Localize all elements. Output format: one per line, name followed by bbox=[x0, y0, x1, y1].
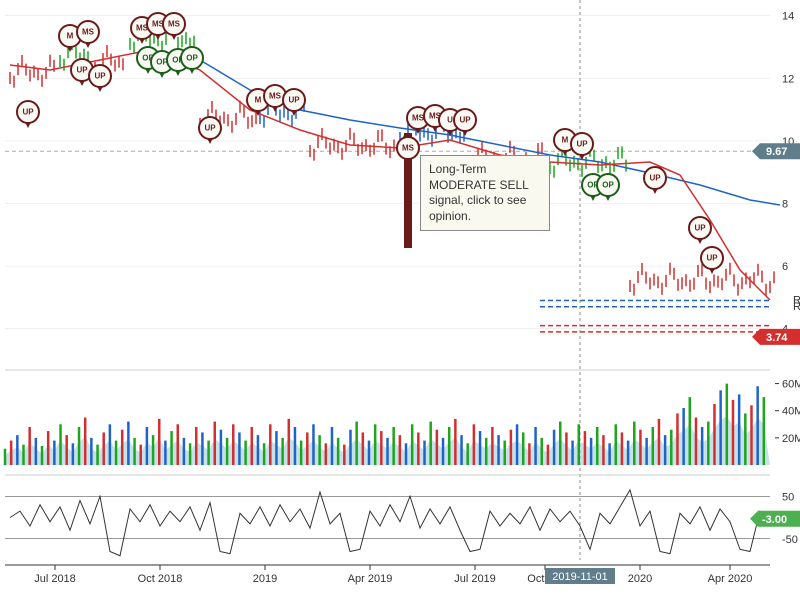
svg-text:8: 8 bbox=[782, 198, 788, 210]
signal-marker[interactable]: UP bbox=[199, 117, 221, 144]
svg-text:MS: MS bbox=[269, 92, 282, 101]
svg-text:Jul 2019: Jul 2019 bbox=[454, 573, 496, 585]
signal-marker[interactable]: UP bbox=[454, 109, 476, 136]
signal-marker[interactable]: UP bbox=[89, 65, 111, 92]
svg-text:Apr 2019: Apr 2019 bbox=[348, 573, 393, 585]
svg-text:Oct 2018: Oct 2018 bbox=[138, 573, 183, 585]
svg-text:UP: UP bbox=[649, 174, 661, 183]
svg-text:-3.00: -3.00 bbox=[762, 514, 787, 526]
oscillator-tag: -3.00 bbox=[750, 511, 800, 527]
svg-text:Jul 2018: Jul 2018 bbox=[34, 573, 76, 585]
stock-chart[interactable]: 468101214RRUPMMSUPUPMSMSMSOPOPOPOPUPMMSU… bbox=[0, 0, 800, 600]
svg-text:UP: UP bbox=[76, 66, 88, 75]
crosshair-date-tag: 2019-11-01 bbox=[545, 568, 615, 584]
svg-text:40M: 40M bbox=[782, 406, 800, 418]
signal-marker[interactable]: UP bbox=[283, 89, 305, 116]
svg-text:UP: UP bbox=[22, 108, 34, 117]
svg-text:OP: OP bbox=[186, 54, 198, 63]
svg-text:6: 6 bbox=[782, 261, 788, 273]
svg-text:14: 14 bbox=[782, 11, 794, 23]
svg-text:M: M bbox=[67, 32, 74, 41]
svg-text:12: 12 bbox=[782, 73, 794, 85]
svg-text:2020: 2020 bbox=[628, 573, 652, 585]
signal-marker[interactable]: UP bbox=[644, 167, 666, 194]
svg-text:9.67: 9.67 bbox=[766, 146, 787, 158]
svg-text:M: M bbox=[562, 136, 569, 145]
svg-text:3.74: 3.74 bbox=[766, 332, 788, 344]
svg-text:UP: UP bbox=[576, 140, 588, 149]
svg-text:50: 50 bbox=[782, 491, 794, 503]
svg-text:M: M bbox=[255, 96, 262, 105]
svg-text:MS: MS bbox=[402, 144, 415, 153]
signal-marker[interactable]: MS bbox=[397, 137, 419, 164]
svg-text:UP: UP bbox=[288, 96, 300, 105]
price-tag-secondary: 9.67 bbox=[752, 143, 800, 159]
svg-text:U: U bbox=[447, 116, 453, 125]
svg-text:UP: UP bbox=[94, 72, 106, 81]
svg-text:R: R bbox=[793, 301, 800, 313]
svg-text:-50: -50 bbox=[782, 534, 798, 546]
svg-text:2019: 2019 bbox=[253, 573, 277, 585]
signal-marker[interactable]: UP bbox=[701, 247, 723, 274]
svg-text:MS: MS bbox=[412, 114, 425, 123]
svg-text:UP: UP bbox=[694, 224, 706, 233]
svg-text:60M: 60M bbox=[782, 379, 800, 391]
signal-marker[interactable]: UP bbox=[689, 217, 711, 244]
svg-text:MS: MS bbox=[168, 20, 181, 29]
signal-tooltip[interactable]: Long-Term MODERATE SELL signal, click to… bbox=[420, 155, 550, 231]
price-tag-current: 3.74 bbox=[752, 329, 800, 345]
signal-marker[interactable]: MS bbox=[77, 21, 99, 48]
svg-text:MS: MS bbox=[82, 28, 95, 37]
svg-text:UP: UP bbox=[204, 124, 216, 133]
signal-marker[interactable]: OP bbox=[597, 174, 619, 201]
svg-text:2019-11-01: 2019-11-01 bbox=[552, 571, 607, 583]
svg-text:UP: UP bbox=[706, 254, 718, 263]
svg-text:20M: 20M bbox=[782, 433, 800, 445]
svg-text:UP: UP bbox=[459, 116, 471, 125]
svg-text:OP: OP bbox=[602, 181, 614, 190]
signal-marker[interactable]: UP bbox=[17, 101, 39, 128]
tooltip-text: Long-Term MODERATE SELL signal, click to… bbox=[429, 162, 528, 223]
svg-text:Apr 2020: Apr 2020 bbox=[708, 573, 753, 585]
